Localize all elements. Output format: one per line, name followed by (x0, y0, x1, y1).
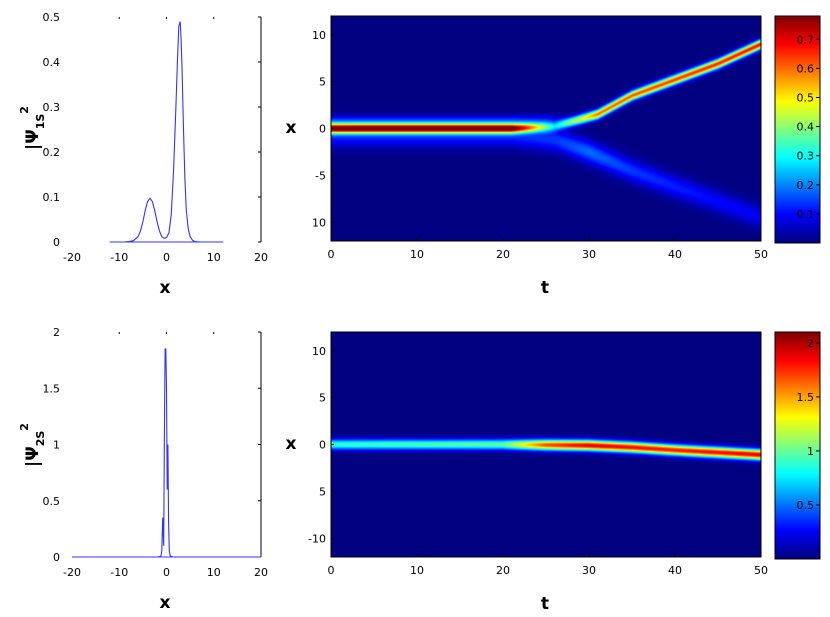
profile-2s-ylabel-base: |Ψ (23, 446, 43, 467)
profile-plot-1s: -20 -10 0 10 20 0 0.1 0.2 0.3 0.4 0.5 x |Ψ1S2 (18, 11, 268, 298)
profile-2s-ticks: -20 -10 0 10 20 0 0.5 1 1.5 2 (43, 326, 269, 579)
p2-xtick-label: -10 (110, 566, 128, 579)
p1-xtick-label: 0 (163, 251, 170, 264)
profile-1s-ylabel-sub: 1S (34, 114, 47, 130)
h2-ytick-label: -10 (308, 532, 326, 545)
p2-ytick-label: 1 (53, 439, 60, 452)
h2-colorbar-tick-label: 1.5 (797, 391, 815, 404)
profile-1s-ylabel: |Ψ1S2 (18, 106, 47, 150)
p1-series-line (109, 21, 224, 243)
heatmap-2s-xlabel: t (541, 594, 549, 614)
h1-xtick-label: 40 (668, 248, 682, 261)
p1-ytick-label: 0.4 (43, 56, 61, 69)
p2-xtick-label: 10 (207, 566, 221, 579)
p2-xtick-label: 20 (254, 566, 268, 579)
p1-xtick-label: -20 (63, 251, 81, 264)
p1-xtick-label: 20 (254, 251, 268, 264)
profile-1s-ylabel-sup: 2 (18, 106, 31, 114)
p1-xtick-label: 10 (207, 251, 221, 264)
profile-2s-ylabel: |Ψ2S2 (18, 423, 47, 467)
profile-1s-xlabel: x (160, 278, 171, 298)
h1-ytick-label: 10 (312, 29, 326, 42)
heatmap-1s-image (331, 16, 761, 241)
h1-colorbar-tick-label: 0.3 (797, 150, 815, 163)
profile-2s-ylabel-sub: 2S (34, 431, 47, 447)
p2-ytick-label: 1.5 (43, 382, 61, 395)
h2-xtick-label: 0 (328, 564, 335, 577)
h1-colorbar-tick-label: 0.1 (797, 208, 815, 221)
colorbar-1s-ticks: 0.1 0.2 0.3 0.4 0.5 0.6 0.7 (797, 33, 820, 221)
p1-xtick-label: -10 (110, 251, 128, 264)
profile-2s-xlabel: x (160, 593, 171, 613)
p2-ytick-label: 0.5 (43, 495, 61, 508)
h1-xtick-label: 20 (496, 248, 510, 261)
h2-ytick-label: 5 (319, 392, 326, 405)
p1-ytick-label: 0 (53, 236, 60, 249)
h1-ytick-label: -5 (315, 169, 326, 182)
h2-ytick-label: 5 (319, 485, 326, 498)
h2-colorbar-tick-label: 1 (807, 445, 814, 458)
colorbar-1s-image (775, 16, 820, 243)
h1-colorbar-tick-label: 0.7 (797, 33, 815, 46)
h1-xtick-label: 30 (582, 248, 596, 261)
p1-ytick-label: 0.3 (43, 101, 61, 114)
h1-colorbar-tick-label: 0.5 (797, 91, 815, 104)
colorbar-2s-image (775, 332, 820, 559)
h1-ytick-label: 5 (319, 76, 326, 89)
h2-xtick-label: 30 (582, 564, 596, 577)
h1-colorbar-tick-label: 0.2 (797, 179, 815, 192)
heatmap-2s-ylabel: x (286, 434, 297, 454)
h1-ytick-label: 0 (319, 123, 326, 136)
h1-xtick-label: 50 (754, 248, 768, 261)
profile-1s-curve (109, 21, 224, 243)
p1-ytick-label: 0.1 (43, 191, 61, 204)
h2-colorbar-tick-label: 0.5 (797, 499, 815, 512)
h1-colorbar-tick-label: 0.6 (797, 62, 815, 75)
profile-1s-ticks: -20 -10 0 10 20 0 0.1 0.2 0.3 0.4 0.5 (43, 11, 269, 264)
colorbar-2s-frame (774, 331, 821, 560)
h1-ytick-label: 10 (312, 216, 326, 229)
p2-ytick-label: 2 (53, 326, 60, 339)
h2-colorbar-tick-label: 2 (807, 337, 814, 350)
heatmap-1s-ylabel: x (286, 118, 297, 138)
h2-xtick-label: 10 (410, 564, 424, 577)
p2-series-line (72, 348, 261, 558)
h2-ytick-label: 0 (319, 439, 326, 452)
h1-colorbar-tick-label: 0.4 (797, 121, 815, 134)
p1-ytick-label: 0.2 (43, 146, 61, 159)
h1-xtick-label: 10 (410, 248, 424, 261)
heatmap-2s-image (331, 332, 761, 557)
profile-1s-ylabel-base: |Ψ (23, 129, 43, 150)
p1-ytick-label: 0.5 (43, 11, 61, 24)
colorbar-2s-ticks: 0.5 1 1.5 2 (797, 337, 820, 512)
profile-2s-curve (72, 348, 261, 558)
h2-ytick-label: 10 (312, 345, 326, 358)
h2-xtick-label: 50 (754, 564, 768, 577)
h2-xtick-label: 40 (668, 564, 682, 577)
heatmap-1s-xlabel: t (541, 278, 549, 298)
colorbar-1s-frame (774, 15, 821, 244)
p2-ytick-label: 0 (53, 551, 60, 564)
p2-xtick-label: 0 (163, 566, 170, 579)
h1-xtick-label: 0 (328, 248, 335, 261)
profile-2s-ylabel-sup: 2 (18, 423, 31, 431)
p2-xtick-label: -20 (63, 566, 81, 579)
h2-xtick-label: 20 (496, 564, 510, 577)
